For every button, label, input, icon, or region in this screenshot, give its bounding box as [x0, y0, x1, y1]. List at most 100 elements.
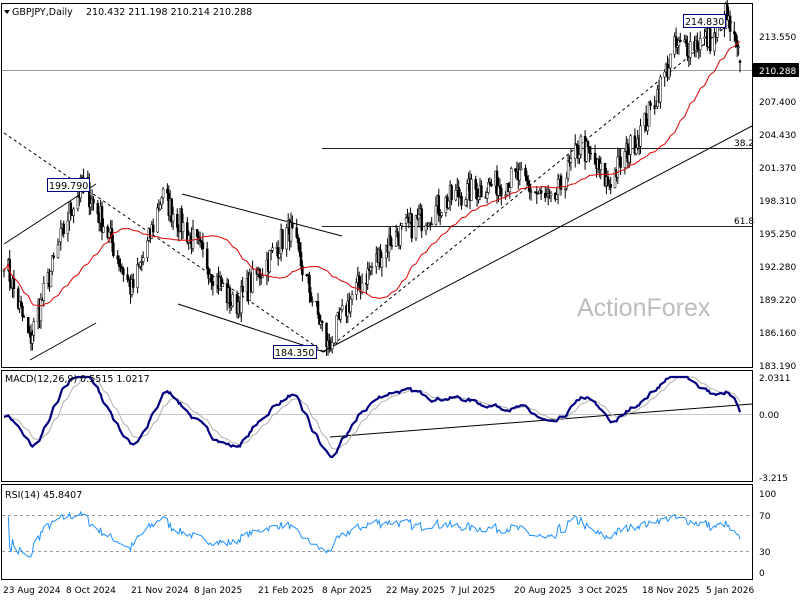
rsi-label: RSI(14) 45.8407: [5, 490, 82, 501]
candle-body: [122, 268, 125, 275]
candle-body: [201, 242, 205, 250]
annotation-high-label: 214.830: [685, 17, 724, 28]
header: GBPJPY,Daily 210.432 211.198 210.214 210…: [4, 7, 252, 18]
candle-body: [609, 184, 612, 188]
candle-body: [298, 242, 301, 253]
candle-body: [211, 281, 215, 286]
candle-body: [281, 229, 284, 250]
candle-body: [166, 188, 169, 194]
candle-body: [450, 185, 453, 201]
candle-body: [321, 321, 324, 324]
candle-body: [737, 46, 740, 48]
candle-body: [181, 222, 185, 232]
dashed-decline: [3, 132, 325, 353]
candle-body: [295, 227, 298, 238]
candle-body: [42, 283, 46, 301]
candle-body: [200, 240, 203, 243]
price-tick: 198.310: [759, 197, 796, 207]
candle-body: [559, 175, 563, 190]
candle-body: [26, 317, 30, 333]
candle-body: [340, 305, 344, 311]
candle-body: [454, 190, 458, 201]
candle-body: [370, 266, 374, 268]
candle-body: [733, 31, 736, 35]
candle-body: [261, 275, 264, 278]
price-tick: 192.280: [759, 263, 796, 273]
candle-body: [259, 277, 263, 279]
candle-body: [519, 167, 523, 171]
macd-panel: [1, 370, 753, 482]
candle-body: [728, 15, 732, 32]
macd-line: [3, 375, 742, 458]
candle-body: [589, 152, 593, 155]
price-panel: [1, 3, 753, 368]
candle-body: [151, 224, 155, 233]
candle-body: [357, 275, 361, 287]
candle-body: [240, 286, 243, 314]
rsi-tick: 0: [759, 569, 765, 579]
candle-body: [228, 287, 232, 308]
candle-body: [514, 168, 517, 172]
moving-average-line: [3, 41, 741, 307]
date-tick: 21 Nov 2024: [131, 586, 189, 596]
candle-body: [490, 184, 493, 187]
date-tick: 8 Apr 2025: [322, 586, 372, 596]
candle-body: [539, 190, 543, 194]
macd-trendline: [329, 403, 753, 438]
candle-body: [410, 213, 414, 239]
candle-body: [278, 253, 281, 259]
candle-body: [434, 205, 438, 226]
candle-body: [477, 196, 480, 200]
candle-body: [360, 282, 364, 293]
candle-body: [271, 247, 274, 251]
price-tick: 189.220: [759, 296, 796, 306]
candle-body: [518, 169, 522, 181]
candle-body: [31, 334, 34, 344]
chart-menu-icon[interactable]: [4, 10, 10, 14]
price-tick: 207.400: [759, 98, 796, 108]
candle-body: [627, 154, 631, 163]
candle-body: [161, 188, 165, 199]
candle-body: [66, 220, 70, 234]
candle-body: [619, 156, 622, 168]
annotation-high: 214.830: [683, 14, 726, 28]
candle-body: [52, 255, 55, 258]
fib-618-label: 61.8: [734, 217, 754, 227]
date-tick: 8 Oct 2024: [66, 586, 116, 596]
candle-body: [58, 241, 61, 246]
date-tick: 7 Jul 2025: [450, 586, 495, 596]
candle-body: [350, 294, 354, 300]
candle-body: [76, 196, 80, 210]
candle-body: [349, 298, 352, 313]
candle-body: [2, 270, 6, 272]
rsi-tick: 30: [759, 548, 771, 558]
price-axis: 213.550 210.288 207.400 204.430 201.370 …: [753, 33, 799, 372]
candle-body: [485, 192, 489, 199]
candle-body: [369, 267, 372, 271]
candle-body: [649, 102, 652, 106]
candle-body: [296, 237, 300, 243]
fib-382-label: 38.2: [734, 139, 754, 149]
long-trendline: [321, 125, 753, 353]
candle-body: [549, 192, 553, 196]
macd-label: MACD(12,26,9) 0.5515 1.0217: [5, 374, 150, 385]
candle-body: [127, 279, 131, 281]
candle-body: [440, 212, 443, 216]
candle-body: [195, 229, 199, 237]
candle-body: [72, 208, 75, 216]
candle-body: [285, 227, 288, 250]
candle-body: [309, 292, 313, 302]
candle-body: [465, 183, 469, 200]
candle-body: [576, 145, 580, 159]
date-tick: 22 May 2025: [386, 586, 445, 596]
candle-body: [447, 200, 450, 209]
candle-body: [62, 223, 65, 234]
candle-body: [566, 160, 570, 179]
candle-body: [667, 67, 671, 78]
candle-body: [59, 228, 63, 243]
candle-body: [311, 300, 314, 303]
candle-body: [117, 259, 121, 267]
candle-body: [301, 265, 304, 276]
candle-body: [112, 242, 115, 256]
candle-body: [646, 125, 649, 132]
